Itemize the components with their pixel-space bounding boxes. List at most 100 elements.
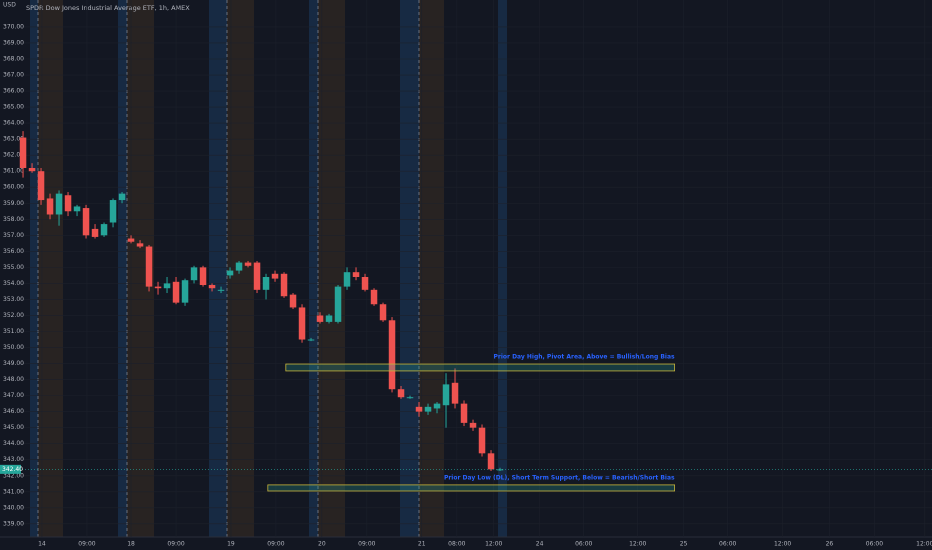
candle-body (325, 315, 333, 322)
y-tick-label: 368.00 (3, 55, 24, 62)
x-tick-label: 21 (418, 541, 426, 548)
candle-body (100, 224, 108, 236)
y-tick-label: 351.00 (3, 328, 24, 335)
candle-body (37, 171, 45, 201)
candle-body (91, 228, 99, 237)
y-tick-label: 341.00 (3, 488, 24, 495)
zone (285, 363, 676, 372)
candle-body (397, 389, 405, 398)
y-tick-label: 354.00 (3, 280, 24, 287)
candle-body (289, 294, 297, 308)
zone-label: Prior Day Low (DL), Short Term Support, … (444, 474, 675, 481)
y-tick-label: 353.00 (3, 296, 24, 303)
x-tick-label: 06:00 (575, 541, 592, 548)
y-tick-label: 365.00 (3, 104, 24, 111)
candle-body (172, 281, 180, 303)
session-band (400, 0, 419, 537)
session-band (318, 0, 345, 537)
candle-body (226, 270, 234, 276)
x-tick-label: 20 (318, 541, 326, 548)
candle-body (496, 469, 504, 471)
session-band (309, 0, 318, 537)
candle-body (217, 289, 225, 291)
x-tick-label: 09:00 (167, 541, 184, 548)
y-tick-label: 362.00 (3, 152, 24, 159)
y-tick-label: 359.00 (3, 200, 24, 207)
candle-body (388, 320, 396, 390)
candle-body (370, 289, 378, 305)
candle-body (190, 267, 198, 281)
x-tick-label: 25 (680, 541, 688, 548)
x-tick-label: 09:00 (358, 541, 375, 548)
x-tick-label: 06:00 (866, 541, 883, 548)
y-tick-label: 342.00 (3, 472, 24, 479)
candle-body (244, 262, 252, 266)
candle-body (451, 382, 459, 404)
candle-body (361, 276, 369, 290)
y-tick-label: 358.00 (3, 216, 24, 223)
candle-body (181, 280, 189, 303)
x-tick-label: 26 (826, 541, 834, 548)
session-band (30, 0, 38, 537)
candle-body (307, 339, 315, 341)
candle-body (163, 283, 171, 289)
candle-body (154, 286, 162, 289)
y-tick-label: 367.00 (3, 72, 24, 79)
candle-body (433, 403, 441, 409)
candle-body (442, 384, 450, 406)
session-band (118, 0, 127, 537)
y-tick-label: 356.00 (3, 248, 24, 255)
candle-body (487, 453, 495, 470)
y-tick-label: 339.00 (3, 520, 24, 527)
session-band (419, 0, 444, 537)
y-tick-label: 366.00 (3, 88, 24, 95)
y-tick-label: 360.00 (3, 184, 24, 191)
candle-body (415, 406, 423, 412)
y-tick-label: 352.00 (3, 312, 24, 319)
candle-body (478, 427, 486, 454)
x-tick-label: 12:00 (485, 541, 502, 548)
candle-body (145, 246, 153, 287)
x-tick-label: 19 (227, 541, 235, 548)
candle-body (19, 137, 27, 168)
candle-body (406, 397, 414, 399)
last-price-label: 342.40 (2, 466, 23, 473)
candle-body (334, 286, 342, 322)
y-tick-label: 346.00 (3, 408, 24, 415)
candle-body (136, 243, 144, 247)
candle-body (379, 304, 387, 321)
candle-body (208, 285, 216, 289)
y-tick-label: 340.00 (3, 504, 24, 511)
x-tick-label: 12:00 (774, 541, 791, 548)
y-tick-label: 347.00 (3, 392, 24, 399)
candle-body (343, 272, 351, 287)
zone (267, 484, 676, 492)
candle-body (298, 307, 306, 340)
x-tick-label: 08:00 (448, 541, 465, 548)
session-band (209, 0, 227, 537)
y-tick-label: 348.00 (3, 376, 24, 383)
candle-body (352, 272, 360, 277)
y-tick-label: 361.00 (3, 168, 24, 175)
candle-body (109, 200, 117, 223)
candle-body (55, 193, 63, 215)
candle-body (460, 403, 468, 423)
x-tick-label: 12:00 (629, 541, 646, 548)
candle-body (424, 406, 432, 412)
zone-label: Prior Day High, Pivot Area, Above = Bull… (493, 354, 675, 361)
y-tick-label: 343.00 (3, 456, 24, 463)
y-tick-label: 370.00 (3, 23, 24, 30)
candle-body (262, 276, 270, 290)
session-band (498, 0, 507, 537)
y-tick-label: 357.00 (3, 232, 24, 239)
candle-body (118, 193, 126, 201)
y-tick-label: 364.00 (3, 120, 24, 127)
candle-body (253, 262, 261, 290)
candle-body (46, 198, 54, 215)
x-tick-label: 24 (536, 541, 544, 548)
candle-body (82, 208, 90, 236)
candle-body (127, 238, 135, 242)
candle-body (469, 422, 477, 428)
